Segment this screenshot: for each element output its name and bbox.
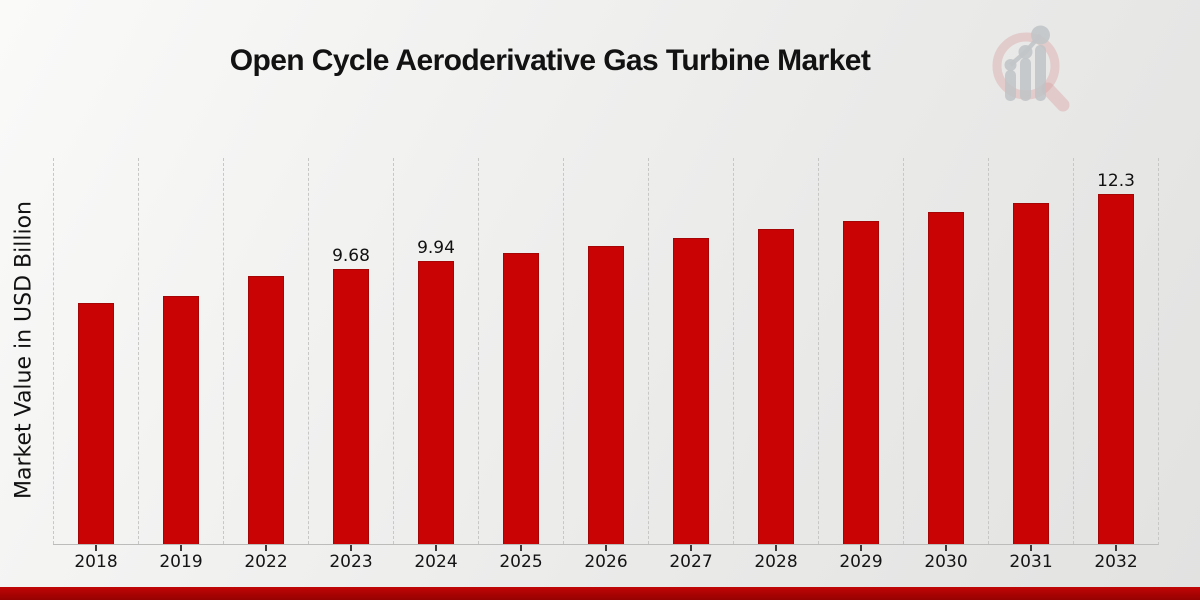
x-axis-tick (95, 545, 97, 551)
bar-section-2025: 2025 (478, 158, 563, 572)
x-axis-tick (775, 545, 777, 551)
x-axis-tick (605, 545, 607, 551)
x-axis-tick-label-2028: 2028 (754, 552, 798, 572)
x-axis-tick-label-2024: 2024 (414, 552, 458, 572)
bar-2028 (758, 229, 794, 544)
x-axis-tick-label-2025: 2025 (499, 552, 543, 572)
x-axis-tick (690, 545, 692, 551)
chart-title: Open Cycle Aeroderivative Gas Turbine Ma… (229, 44, 871, 77)
x-axis-tick (1030, 545, 1032, 551)
x-axis-tick (435, 545, 437, 551)
x-axis-tick-label-2029: 2029 (839, 552, 883, 572)
bar-section-2030: 2030 (903, 158, 988, 572)
bar-value-label-2023: 9.68 (332, 246, 370, 266)
bar-2024 (418, 261, 454, 544)
x-axis-tick-label-2023: 2023 (329, 552, 373, 572)
x-axis-tick-label-2022: 2022 (244, 552, 288, 572)
x-axis-tick-label-2031: 2031 (1009, 552, 1053, 572)
x-axis-tick-label-2032: 2032 (1094, 552, 1138, 572)
x-axis-tick-label-2019: 2019 (159, 552, 203, 572)
x-axis-tick (350, 545, 352, 551)
bar-2031 (1013, 203, 1049, 544)
bar-section-2029: 2029 (818, 158, 903, 572)
bar-value-label-2024: 9.94 (417, 238, 455, 258)
x-axis-tick-label-2026: 2026 (584, 552, 628, 572)
bar-section-2024: 9.94 2024 (393, 158, 478, 572)
x-axis-tick-label-2030: 2030 (924, 552, 968, 572)
bar-value-label-2032: 12.3 (1097, 171, 1135, 191)
x-axis-tick (265, 545, 267, 551)
x-axis-tick (520, 545, 522, 551)
plot-area: 2018 2019 2022 9.68 2023 9.94 2024 2025 2026 2027… (53, 158, 1159, 572)
bar-2027 (673, 238, 709, 544)
bar-section-2023: 9.68 2023 (308, 158, 393, 572)
bar-2026 (588, 246, 624, 544)
bar-section-2026: 2026 (563, 158, 648, 572)
bar-2032 (1098, 194, 1134, 544)
y-axis-label: Market Value in USD Billion (11, 200, 37, 500)
bar-section-2032: 12.3 2032 (1073, 158, 1158, 572)
x-axis-tick (180, 545, 182, 551)
bar-2022 (248, 276, 284, 544)
footer-accent-bar (0, 587, 1200, 600)
magnifier-growth-chart-logo-icon (992, 25, 1070, 112)
bar-2018 (78, 303, 114, 544)
x-axis-tick-label-2018: 2018 (74, 552, 118, 572)
bar-2030 (928, 212, 964, 544)
bar-2025 (503, 253, 539, 544)
bar-section-2031: 2031 (988, 158, 1073, 572)
bar-section-2022: 2022 (223, 158, 308, 572)
bar-section-2019: 2019 (138, 158, 223, 572)
x-axis-tick (1115, 545, 1117, 551)
bar-section-2027: 2027 (648, 158, 733, 572)
x-axis-tick-label-2027: 2027 (669, 552, 713, 572)
bar-section-2018: 2018 (53, 158, 138, 572)
x-axis-tick (860, 545, 862, 551)
x-axis-tick (945, 545, 947, 551)
bar-2019 (163, 296, 199, 544)
bar-2023 (333, 269, 369, 544)
bar-2029 (843, 221, 879, 544)
bar-section-2028: 2028 (733, 158, 818, 572)
